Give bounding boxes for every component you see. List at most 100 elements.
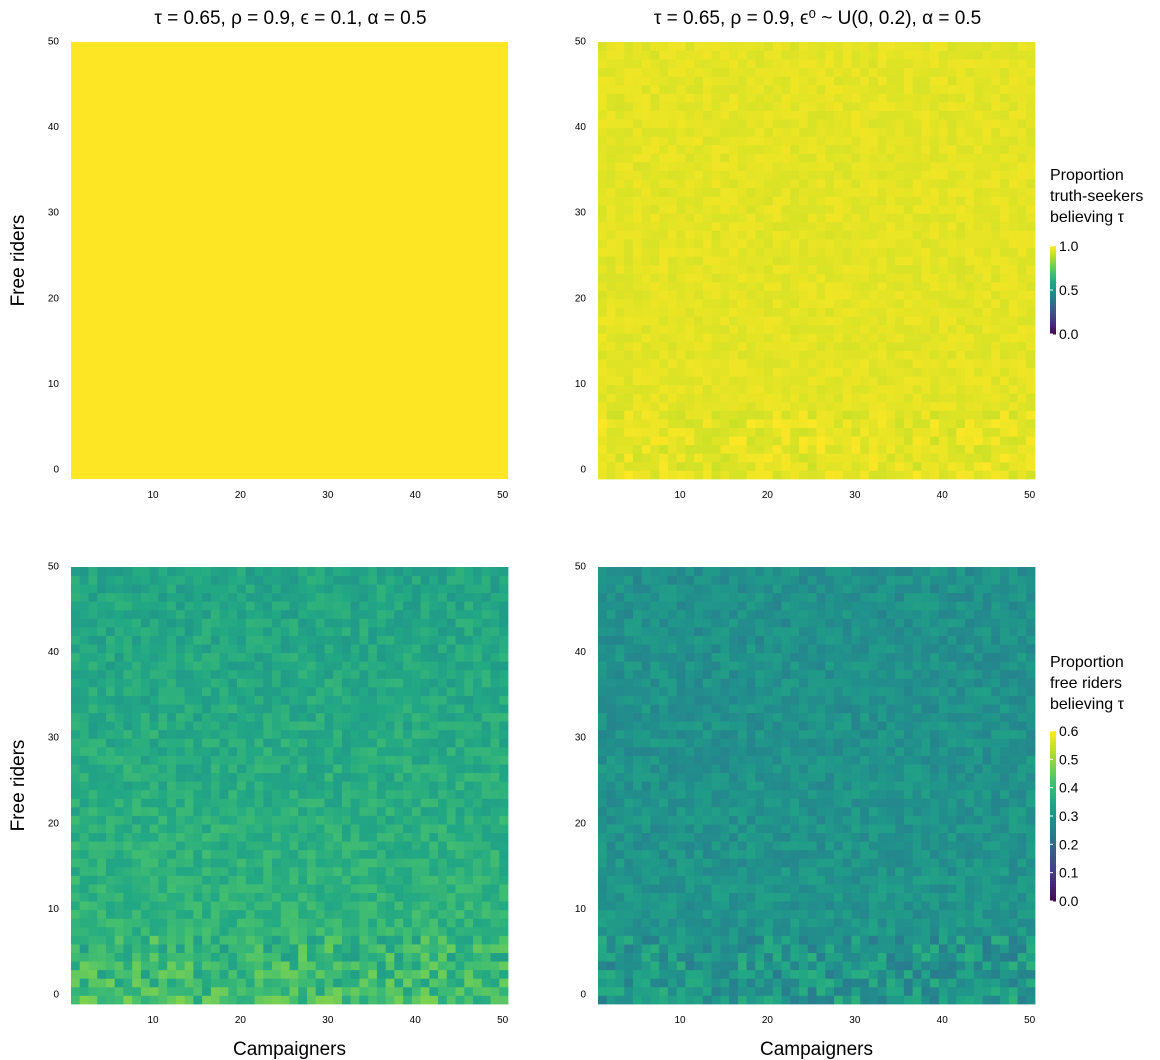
heatmap-cell — [193, 712, 203, 722]
heatmap-cell — [114, 704, 124, 714]
heatmap-cell — [842, 256, 852, 266]
heatmap-cell — [438, 746, 448, 756]
heatmap-cell — [1000, 444, 1010, 454]
heatmap-cell — [825, 84, 835, 94]
heatmap-cell — [438, 952, 448, 962]
heatmap-cell — [97, 969, 107, 979]
heatmap-cell — [88, 644, 98, 654]
heatmap-cell — [350, 944, 360, 953]
heatmap-cell — [956, 350, 966, 360]
heatmap-cell — [641, 281, 651, 291]
heatmap-cell — [97, 626, 107, 636]
heatmap-cell — [289, 926, 299, 936]
heatmap-cell — [446, 686, 456, 696]
heatmap-cell — [825, 136, 835, 146]
heatmap-cell — [289, 772, 299, 782]
heatmap-cell — [685, 101, 695, 111]
heatmap-cell — [446, 815, 456, 825]
heatmap-cell — [228, 815, 238, 825]
heatmap-cell — [105, 609, 116, 619]
heatmap-cell — [158, 644, 168, 654]
heatmap-cell — [842, 50, 852, 60]
heatmap-cell — [499, 704, 509, 714]
heatmap-cell — [598, 401, 608, 411]
heatmap-cell — [97, 609, 107, 619]
heatmap-cell — [306, 969, 317, 979]
heatmap-cell — [123, 798, 133, 808]
heatmap-cell — [184, 935, 194, 945]
heatmap-cell — [350, 815, 360, 825]
heatmap-cell — [860, 42, 870, 51]
heatmap-cell — [403, 892, 413, 902]
heatmap-cell — [851, 247, 861, 257]
heatmap-cell — [641, 376, 651, 386]
heatmap-cell — [868, 273, 879, 283]
heatmap-cell — [429, 626, 439, 636]
heatmap-cell — [606, 213, 616, 223]
heatmap-cell — [833, 187, 844, 197]
heatmap-cell — [790, 170, 800, 180]
heatmap-cell — [991, 247, 1001, 257]
heatmap-cell — [877, 136, 887, 146]
heatmap-cell — [886, 384, 896, 394]
heatmap-cell — [446, 961, 456, 971]
heatmap-cell — [272, 704, 282, 714]
heatmap-cell — [632, 136, 643, 146]
heatmap-cell — [694, 247, 704, 257]
heatmap-cell — [947, 427, 957, 437]
heatmap-cell — [394, 978, 404, 988]
heatmap-cell — [105, 626, 116, 636]
heatmap-cell — [895, 461, 905, 471]
heatmap-cell — [97, 686, 107, 696]
heatmap-cell — [219, 944, 229, 953]
heatmap-cell — [123, 866, 133, 876]
heatmap-cell — [790, 444, 800, 454]
heatmap-cell — [429, 789, 439, 799]
heatmap-cell — [385, 909, 395, 919]
heatmap-cell — [219, 618, 229, 628]
heatmap-cell — [499, 832, 509, 842]
heatmap-cell — [1017, 84, 1027, 94]
heatmap-cell — [280, 952, 290, 962]
heatmap-cell — [772, 316, 782, 326]
heatmap-cell — [851, 427, 861, 437]
heatmap-cell — [315, 661, 325, 671]
heatmap-cell — [982, 307, 992, 317]
heatmap-cell — [298, 704, 308, 714]
heatmap-cell — [1008, 59, 1018, 69]
heatmap-cell — [755, 110, 765, 120]
heatmap-cell — [1017, 367, 1027, 377]
heatmap-cell — [641, 230, 651, 240]
heatmap-cell — [807, 384, 817, 394]
heatmap-cell — [1017, 119, 1027, 129]
heatmap-cell — [720, 119, 730, 129]
heatmap-cell — [1017, 161, 1027, 171]
heatmap-cell — [973, 367, 983, 377]
heatmap-cell — [167, 815, 177, 825]
heatmap-cell — [606, 59, 616, 69]
heatmap-cell — [245, 678, 255, 688]
heatmap-cell — [368, 652, 378, 662]
heatmap-cell — [965, 204, 975, 214]
heatmap-cell — [702, 136, 713, 146]
heatmap-cell — [438, 969, 448, 979]
heatmap-cell — [376, 635, 387, 645]
heatmap-cell — [650, 170, 660, 180]
heatmap-cell — [991, 42, 1001, 51]
heatmap-cell — [315, 798, 325, 808]
heatmap-cell — [114, 841, 124, 851]
heatmap-cell — [1026, 470, 1036, 480]
heatmap-cell — [729, 376, 739, 386]
heatmap-cell — [947, 393, 957, 403]
heatmap-cell — [833, 436, 844, 446]
heatmap-cell — [333, 892, 343, 902]
heatmap-cell — [481, 815, 491, 825]
heatmap-cell — [694, 324, 704, 334]
heatmap-cell — [816, 179, 826, 189]
colorbar-tick-label: 1.0 — [1059, 238, 1079, 254]
heatmap-cell — [1000, 393, 1010, 403]
heatmap-cell — [202, 995, 212, 1005]
heatmap-cell — [912, 93, 922, 103]
heatmap-cell — [947, 153, 957, 163]
heatmap-cell — [79, 918, 89, 928]
